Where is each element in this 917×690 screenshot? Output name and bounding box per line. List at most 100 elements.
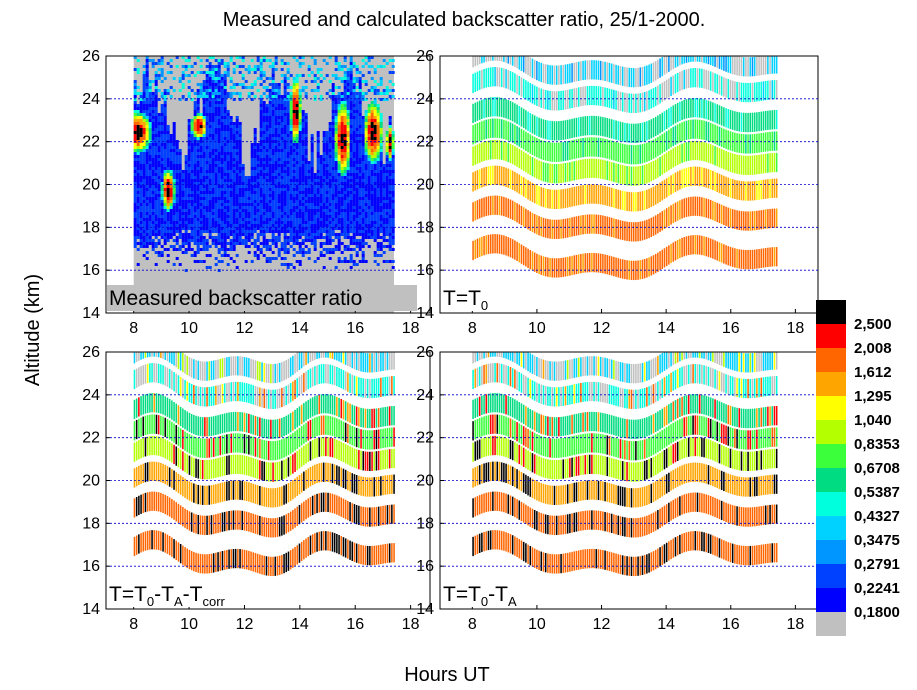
heat-cell	[379, 236, 383, 239]
heat-cell	[220, 131, 224, 134]
heat-cell	[334, 101, 338, 104]
heat-cell	[361, 146, 365, 149]
heat-cell	[283, 209, 287, 212]
heat-cell	[247, 185, 251, 188]
heat-cell	[208, 95, 212, 98]
heat-cell	[385, 131, 389, 134]
heat-cell	[184, 227, 188, 230]
heat-cell	[262, 224, 266, 227]
heat-cell	[175, 236, 179, 239]
heat-cell	[310, 182, 314, 185]
heat-cell	[364, 236, 368, 239]
heat-cell	[190, 146, 194, 149]
layer-stripe	[571, 187, 573, 207]
heat-cell	[337, 185, 341, 188]
heat-cell	[370, 104, 374, 107]
heat-cell	[247, 209, 251, 212]
heat-cell	[292, 143, 296, 146]
heat-cell	[301, 218, 305, 221]
heat-cell	[334, 236, 338, 239]
heat-cell	[175, 179, 179, 182]
heat-cell	[199, 131, 203, 134]
heat-cell	[136, 185, 140, 188]
heat-cell	[379, 80, 383, 83]
heat-cell	[193, 242, 197, 245]
heat-cell	[145, 131, 149, 134]
heat-cell	[388, 248, 392, 251]
heat-cell	[355, 134, 359, 137]
heat-cell	[133, 56, 137, 59]
heat-cell	[355, 149, 359, 152]
heat-cell	[340, 146, 344, 149]
heat-cell	[337, 248, 341, 251]
heat-cell	[376, 167, 380, 170]
heat-cell	[133, 215, 137, 218]
heat-cell	[175, 203, 179, 206]
heat-cell	[259, 194, 263, 197]
heat-cell	[265, 188, 269, 191]
heat-cell	[235, 158, 239, 161]
heat-cell	[310, 143, 314, 146]
heat-cell	[304, 164, 308, 167]
heat-cell	[181, 242, 185, 245]
heat-cell	[379, 140, 383, 143]
heat-cell	[355, 212, 359, 215]
heat-cell	[157, 221, 161, 224]
layer-stripe	[478, 100, 481, 120]
heat-cell	[310, 215, 314, 218]
heat-cell	[265, 95, 269, 98]
heat-cell	[178, 77, 182, 80]
heat-cell	[298, 65, 302, 68]
heat-cell	[151, 179, 155, 182]
heat-cell	[211, 224, 215, 227]
heat-cell	[154, 146, 158, 149]
heat-cell	[367, 173, 371, 176]
heat-cell	[304, 200, 308, 203]
heat-cell	[382, 182, 386, 185]
heat-cell	[157, 167, 161, 170]
layer-stripe	[505, 69, 507, 89]
heat-cell	[310, 191, 314, 194]
heat-cell	[295, 107, 299, 110]
heat-cell	[388, 155, 392, 158]
heat-cell	[376, 227, 380, 230]
heat-cell	[160, 110, 164, 113]
layer-stripe	[575, 186, 578, 206]
heat-cell	[277, 83, 281, 86]
heat-cell	[208, 122, 212, 125]
heat-cell	[151, 215, 155, 218]
heat-cell	[211, 146, 215, 149]
heat-cell	[373, 200, 377, 203]
heat-cell	[361, 161, 365, 164]
heat-cell	[163, 206, 167, 209]
heat-cell	[268, 77, 272, 80]
heat-cell	[367, 218, 371, 221]
heat-cell	[352, 131, 356, 134]
heat-cell	[334, 74, 338, 77]
heat-cell	[199, 146, 203, 149]
heat-cell	[265, 110, 269, 113]
heat-cell	[349, 68, 353, 71]
heat-cell	[361, 185, 365, 188]
heat-cell	[271, 206, 275, 209]
heat-cell	[271, 92, 275, 95]
heat-cell	[232, 197, 236, 200]
heat-cell	[262, 227, 266, 230]
heat-cell	[364, 92, 368, 95]
heat-cell	[136, 149, 140, 152]
heat-cell	[352, 146, 356, 149]
heat-cell	[310, 233, 314, 236]
heat-cell	[367, 206, 371, 209]
heat-cell	[196, 137, 200, 140]
heat-cell	[208, 215, 212, 218]
heat-cell	[160, 161, 164, 164]
heat-cell	[325, 212, 329, 215]
layer-stripe	[496, 195, 499, 215]
heat-cell	[316, 143, 320, 146]
heat-cell	[214, 116, 218, 119]
heat-cell	[340, 206, 344, 209]
heat-cell	[154, 125, 158, 128]
heat-cell	[142, 110, 146, 113]
heat-cell	[193, 254, 197, 257]
heat-cell	[352, 92, 356, 95]
